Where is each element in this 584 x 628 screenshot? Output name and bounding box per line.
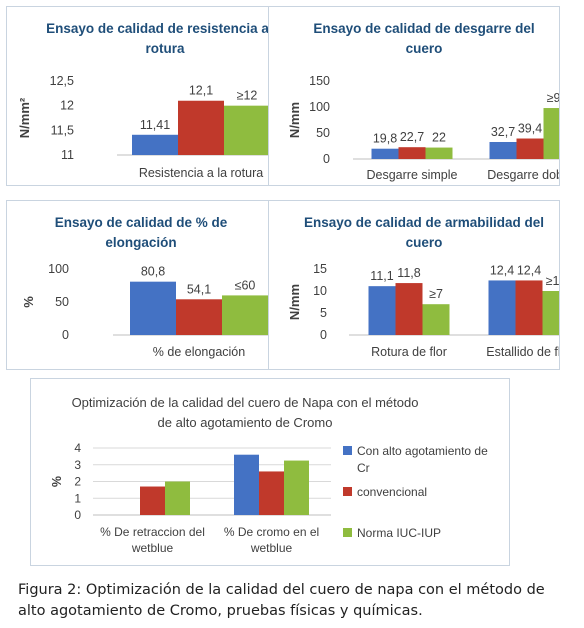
bar-chart-desgarre: 150 100 50 0 N/mm 19,8 22,7 22 Desgarre simple 32…: [287, 74, 559, 182]
x-category-label: Rotura de flor: [371, 345, 447, 359]
chart-panel-optimizacion: Optimización de la calidad del cuero de …: [30, 378, 510, 566]
figure-caption: Figura 2: Optimización de la calidad del…: [18, 582, 545, 619]
bar: [178, 100, 224, 155]
bar: [368, 286, 396, 335]
data-label: 80,8: [141, 265, 165, 279]
bar: [259, 471, 284, 515]
data-label: 11,8: [397, 266, 420, 280]
y-tick-label: 3: [74, 458, 81, 472]
y-tick-label: 15: [313, 262, 327, 276]
bar: [222, 295, 268, 335]
data-label: 11,41: [140, 118, 170, 132]
chart-panel-resistencia: Ensayo de calidad de resistencia a la ro…: [6, 6, 276, 186]
y-axis-label: %: [21, 296, 36, 308]
data-label: ≤60: [235, 278, 256, 292]
y-tick-label: 150: [309, 74, 330, 88]
y-tick-label: 0: [320, 328, 327, 342]
chart-title: Ensayo de calidad de armabilidad del cue…: [303, 215, 545, 250]
y-tick-label: 1: [74, 491, 81, 505]
bar: [422, 304, 450, 335]
bar: [371, 148, 399, 159]
y-tick-label: 50: [55, 295, 69, 309]
chart-panel-elongacion: Ensayo de calidad de % de elongación 100…: [6, 200, 276, 370]
y-axis-label: %: [50, 476, 64, 487]
bar: [395, 283, 423, 335]
y-tick-label: 0: [74, 508, 81, 522]
y-tick-label: 5: [320, 306, 327, 320]
data-label: 54,1: [187, 282, 211, 296]
y-tick-label: 0: [62, 328, 69, 342]
data-label: 12,4: [517, 263, 541, 277]
x-category-label: % De retraccion del wetblue: [100, 525, 205, 555]
y-tick-label: 2: [74, 475, 81, 489]
data-label: 22,7: [400, 130, 424, 144]
y-tick-label: 11,5: [51, 123, 74, 137]
bar: [284, 460, 309, 515]
bar: [516, 138, 544, 159]
x-category-label: Estallido de flor: [486, 345, 559, 359]
data-label: ≥7: [429, 287, 443, 301]
bar: [130, 281, 176, 335]
bar: [140, 486, 165, 515]
x-category-label: Desgarre simple: [366, 168, 457, 182]
chart-panel-armabilidad: Ensayo de calidad de armabilidad del cue…: [268, 200, 560, 370]
x-category-label: % de elongación: [153, 345, 245, 359]
legend-label: Con alto agotamiento de Cr: [357, 444, 488, 475]
legend-label: convencional: [357, 485, 428, 499]
y-tick-label: 10: [313, 284, 327, 298]
bar: [542, 291, 559, 335]
y-tick-label: 11: [61, 148, 74, 162]
data-label: 32,7: [491, 125, 515, 139]
data-label: 11,1: [370, 269, 393, 283]
y-axis-label: N/mm²: [17, 97, 32, 138]
data-label: ≥12: [237, 89, 258, 103]
bar-chart-optimizacion: 4 3 2 1 0% % De retraccion del wetblue % De cro…: [50, 441, 331, 555]
data-label: ≥10: [546, 274, 559, 288]
data-label: 22: [432, 131, 446, 145]
bar: [398, 147, 426, 159]
bar: [132, 134, 178, 155]
chart-title: Ensayo de calidad de resistencia a la ro…: [46, 21, 275, 56]
bar: [543, 108, 559, 159]
bar: [234, 454, 259, 515]
legend-swatch-green: [343, 528, 352, 537]
bar-chart-elongacion: 100 50 0% 80,8 54,1 ≤60 % de elongación: [21, 262, 275, 359]
legend-label: Norma IUC-IUP: [357, 526, 442, 540]
y-tick-label: 12: [60, 99, 74, 113]
bar-chart-armabilidad: 15 10 5 0 N/mm 11,1 11,8 ≥7 Rotura de flor 12,4 12…: [287, 262, 559, 359]
bar: [488, 280, 516, 335]
chart-title: Optimización de la calidad del cuero de …: [71, 395, 419, 430]
bar: [515, 280, 543, 335]
chart-title: Ensayo de calidad de desgarre del cuero: [313, 21, 535, 56]
y-tick-label: 4: [74, 441, 81, 455]
y-tick-label: 100: [48, 262, 69, 276]
bar: [425, 147, 453, 159]
y-axis-label: N/mm: [287, 102, 302, 138]
data-label: 19,8: [373, 132, 397, 146]
data-label: 12,4: [490, 263, 514, 277]
y-tick-label: 12,5: [50, 74, 74, 88]
bar: [176, 299, 222, 335]
legend-swatch-blue: [343, 446, 352, 455]
x-category-label: Desgarre doble: [487, 168, 559, 182]
y-tick-label: 100: [309, 100, 330, 114]
y-axis-label: N/mm: [287, 284, 302, 320]
chart-panel-desgarre: Ensayo de calidad de desgarre del cuero …: [268, 6, 560, 186]
data-label: 12,1: [189, 84, 213, 98]
legend-swatch-red: [343, 487, 352, 496]
bar: [489, 141, 517, 159]
bar: [224, 105, 270, 155]
y-tick-label: 50: [316, 126, 330, 140]
bar-chart-resistencia: 12,5 12 11,5 11 N/mm² 11,41 12,1 ≥12 Resistencia…: [17, 74, 275, 180]
data-label: ≥98: [547, 91, 559, 105]
x-category-label: Resistencia a la rotura: [139, 166, 263, 180]
x-category-label: % De cromo en el wetblue: [224, 525, 319, 555]
y-tick-label: 0: [323, 152, 330, 166]
chart-title: Ensayo de calidad de % de elongación: [54, 215, 228, 250]
data-label: 39,4: [518, 122, 542, 136]
bar: [165, 481, 190, 515]
